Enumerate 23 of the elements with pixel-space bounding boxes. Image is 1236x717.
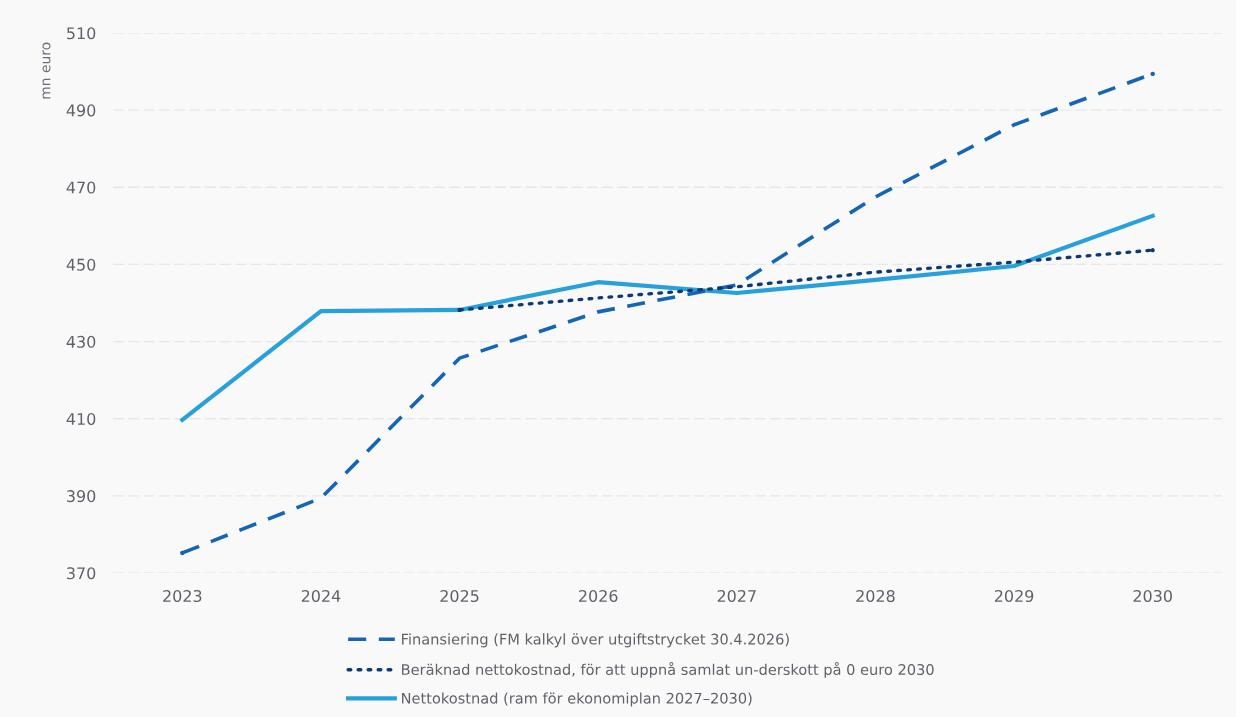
x-tick-label: 2025 — [440, 589, 479, 603]
legend-label: Nettokostnad (ram för ekonomiplan 2027–2030) — [402, 692, 752, 707]
line-series — [180, 213, 1155, 422]
y-tick-label: 410 — [66, 412, 96, 426]
legend-label: Beräknad nettokostnad, för att uppnå samlat un-derskott på 0 euro 2030 — [402, 662, 934, 678]
legend-label: Finansiering (FM kalkyl över utgiftstrycket 30.4.2026) — [402, 633, 789, 648]
y-tick-label: 470 — [66, 181, 96, 194]
x-tick-label: 2029 — [994, 589, 1034, 603]
x-tick-label: 2027 — [717, 589, 756, 603]
y-tick-label: 450 — [66, 258, 96, 271]
x-tick-label: 2023 — [163, 589, 202, 603]
x-tick-label: 2030 — [1133, 589, 1172, 603]
x-tick-label: 2026 — [579, 589, 618, 603]
point — [457, 307, 462, 313]
x-tick-label: 2028 — [856, 589, 895, 603]
y-axis-title: mn euro — [42, 42, 51, 99]
y-tick-label: 510 — [67, 27, 96, 40]
y-tick-label: 490 — [66, 104, 96, 117]
x-tick-label: 2024 — [301, 589, 341, 603]
point — [1150, 248, 1155, 253]
y-tick-label: 430 — [66, 335, 96, 348]
y-tick-label: 370 — [67, 567, 96, 580]
y-tick-label: 390 — [67, 490, 96, 503]
